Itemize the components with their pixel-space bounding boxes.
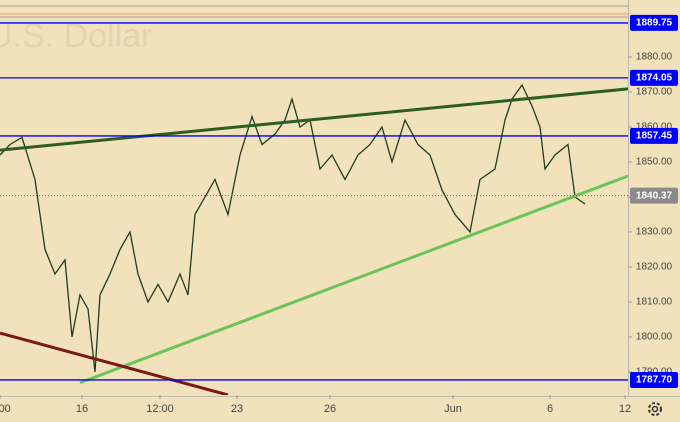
gear-hub[interactable]: [651, 405, 659, 413]
level-tag: [630, 187, 678, 204]
y-tick-label: 1880.00: [636, 52, 673, 63]
x-tick-label: 6: [547, 403, 553, 415]
y-tick-label: 1830.00: [636, 227, 673, 238]
x-tick-label: 12:00: [146, 403, 174, 415]
x-tick-label: 23: [231, 403, 243, 415]
level-tag: [630, 69, 678, 86]
price-line: [0, 83, 586, 372]
x-tick-label: 26: [324, 403, 336, 415]
level-tag: [630, 14, 678, 31]
x-tick-label: 12: [619, 403, 631, 415]
y-tick-label: 1800.00: [636, 332, 673, 343]
level-tag: [630, 127, 678, 144]
trend-line: [0, 331, 229, 395]
settings-icon[interactable]: [648, 402, 662, 416]
level-label: 1874.05: [636, 72, 673, 83]
y-tick-label: 1870.00: [636, 87, 673, 98]
x-tick-label: Jun: [444, 403, 462, 415]
level-label: 1840.37: [636, 190, 673, 201]
level-label: 1857.45: [636, 131, 673, 142]
gear[interactable]: [648, 402, 662, 416]
y-tick-label: 1820.00: [636, 262, 673, 273]
y-tick-label: 1850.00: [636, 157, 673, 168]
level-tag: [630, 371, 678, 388]
level-label: 1787.70: [636, 375, 673, 386]
trend-line: [79, 174, 628, 385]
trend-line: [0, 87, 628, 152]
y-tick-label: 1810.00: [636, 297, 673, 308]
x-tick-label: 16: [76, 403, 88, 415]
x-tick-label: 2:00: [0, 403, 11, 415]
y-tick-label: 1860.00: [636, 122, 673, 133]
plot-area: [0, 22, 628, 395]
level-label: 1889.75: [636, 18, 673, 29]
